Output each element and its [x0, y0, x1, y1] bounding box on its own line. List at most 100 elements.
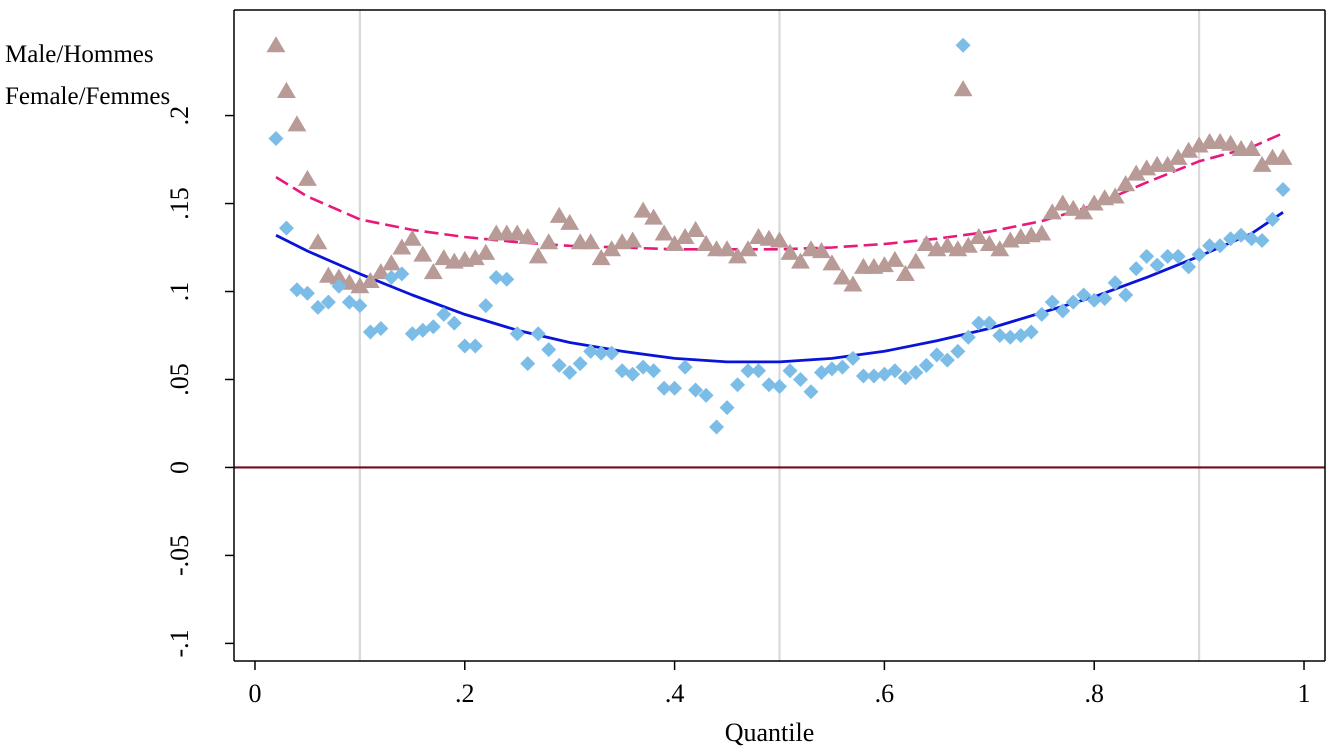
female-point	[885, 250, 905, 267]
female-point	[297, 169, 317, 186]
plot-frame	[233, 9, 1326, 662]
female-point	[895, 264, 915, 281]
male-point	[751, 363, 767, 379]
female-point	[916, 235, 936, 252]
female-point	[1158, 155, 1178, 172]
male-point	[1055, 303, 1071, 319]
male-point	[761, 377, 777, 393]
female-point	[1242, 139, 1262, 157]
male-point	[782, 363, 798, 379]
female-point	[539, 233, 559, 250]
male-point	[373, 320, 389, 336]
female-point	[371, 263, 391, 280]
female-point	[1042, 203, 1062, 220]
male-point	[1128, 261, 1144, 277]
male-point	[467, 338, 483, 354]
male-point	[1244, 231, 1260, 247]
female-point	[1221, 134, 1241, 151]
female-point	[518, 227, 538, 244]
female-point	[560, 213, 580, 230]
female-point	[906, 252, 926, 269]
female-points	[266, 36, 1293, 294]
female-point	[602, 240, 622, 257]
male-point	[1149, 257, 1165, 273]
male-point	[709, 419, 725, 435]
male-point	[960, 329, 976, 345]
female-point	[822, 254, 842, 271]
male-point	[992, 328, 1008, 343]
female-point	[770, 231, 789, 248]
male-point	[572, 356, 588, 372]
female-point	[1053, 194, 1073, 211]
female-point	[1074, 203, 1094, 220]
male-point	[646, 363, 662, 379]
y-tick-label-5: .15	[165, 187, 194, 220]
y-tick-label-0: -.1	[165, 629, 194, 657]
male-point	[625, 366, 641, 382]
male-point	[730, 377, 746, 393]
female-point	[979, 235, 999, 252]
male-point	[1191, 247, 1207, 263]
male-point	[425, 319, 441, 335]
male-fit-line	[275, 211, 1284, 364]
male-point	[583, 343, 599, 359]
male-point	[268, 130, 284, 146]
y-tick-label-2: 0	[165, 461, 194, 474]
legend: Male/Hommes Female/Femmes	[5, 41, 170, 110]
male-point	[593, 345, 609, 361]
female-point	[413, 245, 433, 262]
female-point	[665, 235, 685, 252]
male-point	[803, 384, 819, 400]
male-point	[845, 350, 861, 366]
male-point	[855, 368, 871, 384]
outlier-point-1	[953, 80, 973, 97]
male-point	[1275, 181, 1291, 197]
male-point	[950, 343, 966, 359]
female-point	[360, 271, 380, 288]
male-point	[792, 371, 808, 387]
male-point	[866, 368, 882, 384]
female-point	[937, 236, 957, 253]
male-point	[698, 387, 714, 403]
male-point	[667, 380, 683, 396]
male-point	[677, 359, 693, 375]
male-point	[1107, 275, 1123, 291]
male-point	[520, 356, 536, 372]
male-point	[772, 379, 787, 395]
outlier-points	[953, 37, 973, 97]
female-point	[476, 243, 496, 260]
female-point	[434, 249, 454, 266]
female-point	[686, 220, 706, 237]
female-point	[644, 208, 664, 225]
male-point	[1097, 291, 1113, 307]
y-tick-label-6: .2	[165, 106, 194, 126]
female-point	[1168, 148, 1188, 165]
male-points	[268, 130, 1291, 435]
female-point	[791, 252, 810, 269]
female-point	[738, 240, 758, 257]
female-point	[1179, 141, 1199, 158]
x-tick-label-0: 0	[248, 679, 261, 708]
male-point	[604, 345, 620, 361]
male-point	[530, 326, 546, 342]
male-point	[1034, 306, 1050, 322]
female-point	[402, 229, 422, 246]
male-point	[1118, 287, 1134, 303]
x-axis-title: Quantile	[725, 718, 815, 747]
female-point	[423, 263, 443, 280]
male-point	[1023, 324, 1039, 340]
male-point	[740, 363, 756, 379]
male-point	[887, 363, 903, 379]
male-point	[897, 370, 913, 386]
legend-label-1: Female/Femmes	[5, 83, 170, 110]
female-point	[591, 249, 611, 266]
male-point	[981, 315, 997, 331]
male-point	[1212, 238, 1228, 254]
female-point	[308, 233, 328, 250]
male-point	[541, 342, 557, 358]
male-point	[457, 338, 473, 354]
female-point	[812, 242, 831, 259]
female-point	[1273, 148, 1293, 165]
outlier-point-0	[955, 37, 971, 53]
